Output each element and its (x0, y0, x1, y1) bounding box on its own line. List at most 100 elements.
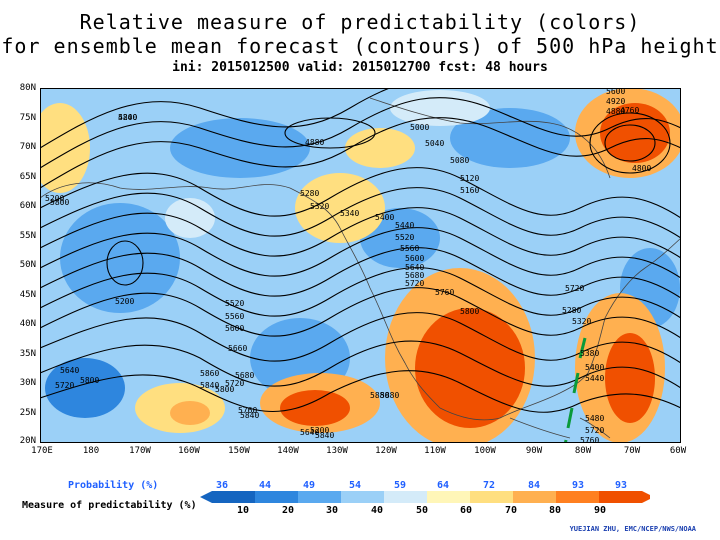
title-line-1: Relative measure of predictability (colo… (79, 10, 641, 34)
contour-label: 5720 (405, 279, 424, 288)
contour-label: 5720 (55, 381, 74, 390)
contour-label: 5600 (405, 254, 424, 263)
probability-tick: 44 (258, 480, 272, 491)
contour-label: 5520 (395, 233, 414, 242)
contour-label: 5760 (435, 288, 454, 297)
lat-label: 40N (19, 319, 36, 329)
contour-labels: 5200 4880 5000 5040 5080 4800 4760 5120 5160 5200… (45, 88, 651, 443)
colorbar-cell (556, 491, 599, 503)
lat-label: 20N (19, 436, 36, 446)
lat-label: 50N (19, 260, 36, 270)
contour-label: 5660 (228, 344, 247, 353)
colorbar-cell (341, 491, 384, 503)
colorbar-cell (470, 491, 513, 503)
lon-label: 100W (474, 446, 496, 456)
high-predictability-areas (40, 88, 681, 443)
contour-label: 5440 (395, 221, 414, 230)
contour-label: 4880 (606, 107, 625, 116)
contour-label: 5280 (300, 189, 319, 198)
probability-tick: 49 (302, 480, 316, 491)
contour-label: 5080 (450, 156, 469, 165)
probability-tick: 36 (215, 480, 229, 491)
contour-label: 5040 (425, 139, 444, 148)
colorbar-cap-left (200, 491, 212, 503)
lon-label: 170W (129, 446, 151, 456)
measure-tick: 80 (548, 505, 562, 516)
trough-marker (563, 337, 587, 443)
lat-label: 70N (19, 142, 36, 152)
contour-label: 5760 (238, 406, 257, 415)
probability-tick: 93 (571, 480, 585, 491)
lon-label: 120W (375, 446, 397, 456)
lon-label: 140W (277, 446, 299, 456)
contour-label: 5320 (572, 317, 591, 326)
contour-label: 5800 (215, 385, 234, 394)
contour-label: 5400 (375, 213, 394, 222)
title-line-3: ini: 2015012500 valid: 2015012700 fcst: … (172, 60, 548, 75)
measure-label: Measure of predictability (%) (22, 500, 197, 511)
contour-label: 5840 (200, 381, 219, 390)
contour-label: 5000 (410, 123, 429, 132)
lon-label: 80W (574, 446, 592, 456)
lat-label: 75N (19, 113, 36, 123)
contour-label: 5200 (115, 297, 134, 306)
map-canvas: 5200 4880 5000 5040 5080 4800 4760 5120 5160 5200… (40, 88, 681, 443)
probability-tick: 84 (527, 480, 541, 491)
contour-label: 5640 (405, 263, 424, 272)
contour-label: 5800 (460, 307, 479, 316)
lat-label: 30N (19, 378, 36, 388)
lon-label: 110W (424, 446, 446, 456)
contour-label: 5600 (606, 88, 625, 96)
lat-label: 35N (19, 349, 36, 359)
colorbar-cell (599, 491, 642, 503)
colorbar-cell (255, 491, 298, 503)
colorbar-cell (384, 491, 427, 503)
contour-label: 5680 (235, 371, 254, 380)
contour-label: 5560 (400, 244, 419, 253)
contour-label: 5560 (225, 312, 244, 321)
contour-label: 5200 (118, 113, 137, 122)
lat-label: 60N (19, 201, 36, 211)
contour-label: 5380 (580, 349, 599, 358)
contour-label: 5680 (405, 271, 424, 280)
contour-label: 5760 (580, 436, 599, 443)
lon-label: 70W (623, 446, 641, 456)
measure-tick: 90 (593, 505, 607, 516)
contour-label: 5120 (460, 174, 479, 183)
colorbar-cell (298, 491, 341, 503)
contour-label: 5160 (460, 186, 479, 195)
lon-label: 170E (31, 446, 53, 456)
contour-label: 5480 (585, 414, 604, 423)
probability-tick: 59 (393, 480, 407, 491)
credit: YUEJIAN ZHU, EMC/NCEP/NWS/NOAA (569, 525, 696, 533)
contour-label: 5400 (585, 363, 604, 372)
contour-label: 5440 (585, 374, 604, 383)
map-frame (40, 88, 681, 443)
contour-label: 5720 (225, 379, 244, 388)
probability-tick: 93 (614, 480, 628, 491)
lon-label: 160W (178, 446, 200, 456)
title-line-2: for ensemble mean forecast (contours) of… (1, 34, 719, 58)
height-contours (40, 88, 681, 413)
contour-label: 4800 (632, 164, 651, 173)
probability-tick: 64 (436, 480, 450, 491)
measure-tick: 40 (370, 505, 384, 516)
contour-label: 4920 (606, 97, 625, 106)
contour-label: 5720 (585, 426, 604, 435)
contour-label: 5880 (380, 391, 399, 400)
contour-label: 4760 (620, 106, 639, 115)
colorbar-cell (513, 491, 556, 503)
contour-label: 5860 (200, 369, 219, 378)
colorbar-cap-right (642, 491, 650, 503)
lon-label: 150W (228, 446, 250, 456)
lon-label: 60W (669, 446, 687, 456)
contour-label: 5880 (370, 391, 389, 400)
predictability-map: 5200 4880 5000 5040 5080 4800 4760 5120 5160 5200… (40, 88, 681, 443)
contour-label: 5340 (340, 209, 359, 218)
contour-label: 5520 (225, 299, 244, 308)
colorbar (200, 491, 650, 503)
probability-tick: 72 (482, 480, 496, 491)
measure-tick: 10 (236, 505, 250, 516)
contour-label: 4840 (118, 113, 137, 122)
lat-label: 55N (19, 231, 36, 241)
